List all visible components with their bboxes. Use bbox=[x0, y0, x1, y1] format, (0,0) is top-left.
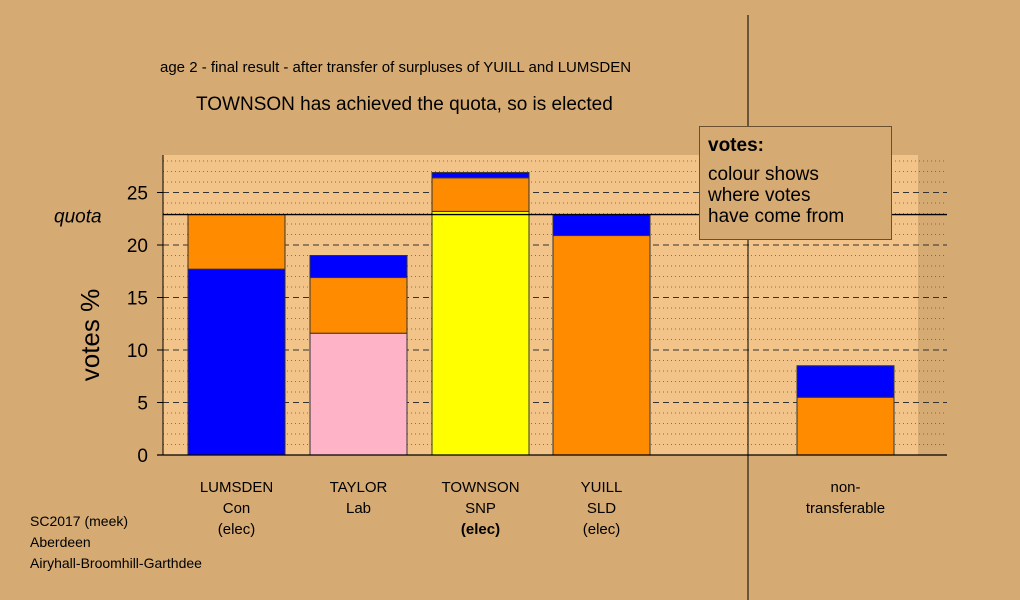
legend-line: have come from bbox=[708, 206, 845, 227]
category-label: non- bbox=[830, 479, 860, 496]
category-label: transferable bbox=[806, 500, 885, 517]
footer-line: Airyhall-Broomhill-Garthdee bbox=[30, 555, 202, 571]
y-tick-label: 0 bbox=[137, 446, 148, 467]
category-label: SLD bbox=[587, 500, 616, 517]
category-label: TAYLOR bbox=[330, 479, 388, 496]
y-axis-label: votes % bbox=[75, 289, 105, 382]
category-label: (elec) bbox=[218, 521, 256, 538]
y-tick-label: 15 bbox=[127, 289, 148, 310]
bar-segment bbox=[552, 235, 651, 456]
bar-segment bbox=[552, 214, 651, 237]
legend-box: votes: colour shows where votes have com… bbox=[699, 126, 892, 240]
legend-line: where votes bbox=[708, 185, 811, 206]
category-label: Con bbox=[223, 500, 251, 517]
y-tick-label: 10 bbox=[127, 341, 148, 362]
bar-segment bbox=[796, 396, 895, 456]
footer-info: SC2017 (meek) Aberdeen Airyhall-Broomhil… bbox=[30, 511, 202, 574]
category-label: SNP bbox=[465, 500, 496, 517]
y-tick-label: 5 bbox=[137, 394, 148, 415]
status-title: TOWNSON has achieved the quota, so is el… bbox=[196, 94, 613, 115]
y-tick-label: 25 bbox=[127, 184, 148, 205]
footer-line: Aberdeen bbox=[30, 534, 91, 550]
bar-segment bbox=[187, 214, 286, 270]
category-label: Lab bbox=[346, 500, 371, 517]
bar-segment bbox=[796, 365, 895, 398]
category-label: (elec) bbox=[461, 521, 500, 538]
bar-segment bbox=[431, 210, 530, 456]
bar-segment bbox=[431, 177, 530, 212]
bar-segment bbox=[431, 172, 530, 179]
category-label: TOWNSON bbox=[441, 479, 519, 496]
bar-segment bbox=[309, 332, 408, 456]
legend-line: colour shows bbox=[708, 164, 819, 185]
category-label: (elec) bbox=[583, 521, 621, 538]
bar-segment bbox=[309, 255, 408, 279]
legend-title: votes: bbox=[708, 135, 764, 156]
y-tick-label: 20 bbox=[127, 236, 148, 257]
footer-line: SC2017 (meek) bbox=[30, 513, 129, 529]
category-label: LUMSDEN bbox=[200, 479, 273, 496]
bars bbox=[187, 172, 895, 456]
category-label: YUILL bbox=[581, 479, 623, 496]
stage-title: age 2 - final result - after transfer of… bbox=[160, 59, 631, 76]
quota-label: quota bbox=[54, 207, 102, 228]
bar-segment bbox=[187, 268, 286, 456]
labels: quota 0 5 10 15 20 25 votes % LUMSDEN Con (elec) TA… bbox=[54, 184, 885, 539]
bar-segment bbox=[309, 277, 408, 334]
